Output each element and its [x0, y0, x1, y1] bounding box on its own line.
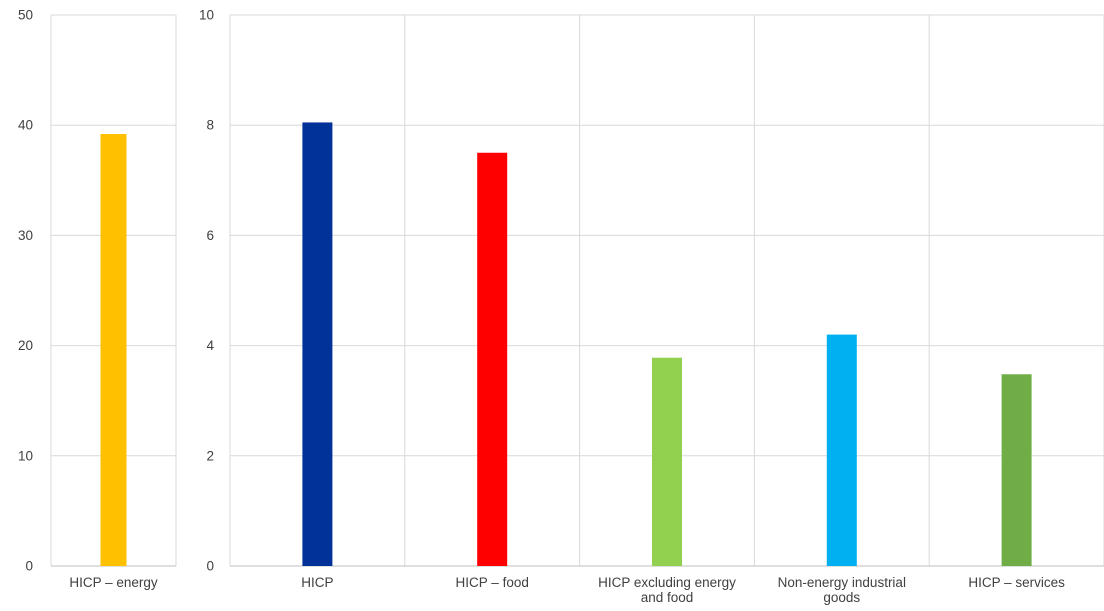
y-tick-label: 4: [206, 338, 214, 353]
hicp-components-chart-panel: 0 2 4 6 8 10 HICP HICP – food HICP excluding ene…: [199, 8, 1104, 605]
y-tick-label: 2: [206, 448, 214, 463]
x-tick-label: HICP – food: [456, 575, 529, 590]
y-tick-label: 0: [25, 559, 33, 574]
y-tick-label: 30: [18, 228, 33, 243]
bar: [652, 357, 682, 566]
y-tick-label: 6: [206, 228, 214, 243]
x-tick-label: Non-energy industrial goods: [778, 575, 906, 605]
x-tick-label-line: HICP – energy: [69, 575, 158, 590]
x-tick-label-line: HICP excluding energy: [598, 575, 736, 590]
x-tick-label-line: HICP – services: [968, 575, 1065, 590]
y-tick-label: 20: [18, 338, 33, 353]
x-tick-label: HICP – services: [968, 575, 1065, 590]
x-tick-label-line: Non-energy industrial: [778, 575, 906, 590]
energy-chart-panel: 0 10 20 30 40 50 HICP – energy: [18, 8, 177, 590]
bar: [477, 152, 508, 566]
x-tick-label: HICP excluding energy and food: [598, 575, 736, 605]
y-tick-label: 50: [18, 8, 33, 23]
x-tick-label-line: and food: [641, 590, 694, 605]
bar: [826, 334, 857, 566]
y-tick-label: 10: [18, 448, 33, 463]
y-tick-label: 10: [199, 8, 214, 23]
bar: [1001, 374, 1032, 566]
x-tick-label-line: HICP – food: [456, 575, 529, 590]
bar: [302, 122, 333, 566]
y-tick-label: 0: [206, 559, 214, 574]
x-tick-label-line: HICP: [301, 575, 333, 590]
x-tick-label-line: goods: [823, 590, 860, 605]
y-tick-label: 40: [18, 118, 33, 133]
bar: [100, 134, 127, 567]
x-tick-label: HICP – energy: [69, 575, 158, 590]
y-tick-label: 8: [206, 118, 214, 133]
x-tick-label: HICP: [301, 575, 333, 590]
